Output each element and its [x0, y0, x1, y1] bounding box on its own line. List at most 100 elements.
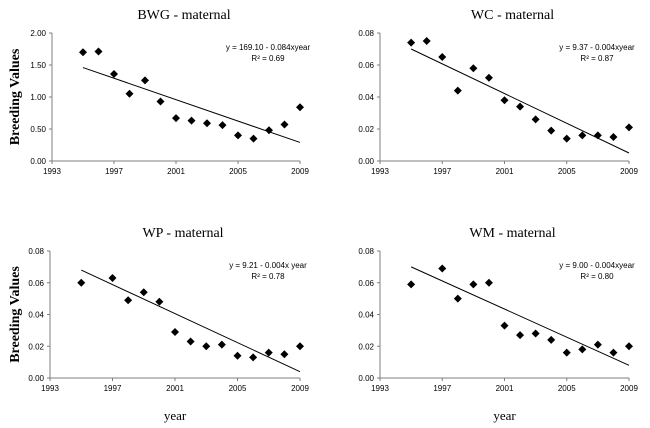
data-point — [94, 47, 103, 56]
x-axis-label: year — [164, 408, 187, 423]
data-point — [609, 348, 618, 357]
data-point — [500, 321, 509, 330]
data-point — [531, 329, 540, 338]
data-point — [296, 342, 304, 351]
data-point — [187, 116, 196, 125]
data-point — [516, 102, 525, 111]
y-tick-label: 0.06 — [28, 279, 44, 288]
r-squared-label: R² = 0.87 — [580, 54, 614, 63]
data-point — [125, 89, 134, 98]
regression-equation: y = 169.10 - 0.084xyear — [226, 43, 311, 52]
x-tick-label: 2005 — [229, 167, 247, 176]
y-tick-label: 2.00 — [30, 29, 46, 38]
data-point — [280, 350, 289, 359]
x-tick-label: 2001 — [496, 167, 514, 176]
data-point — [171, 327, 179, 336]
y-tick-label: 0.00 — [30, 157, 46, 166]
data-point — [202, 342, 211, 351]
r-squared-label: R² = 0.80 — [580, 272, 614, 281]
data-point — [155, 297, 164, 306]
x-axis-label: year — [493, 408, 516, 423]
y-tick-label: 0.50 — [30, 125, 46, 134]
data-point — [139, 288, 148, 297]
data-point — [233, 351, 242, 360]
x-tick-label: 1997 — [433, 167, 451, 176]
data-point — [249, 134, 258, 143]
regression-equation: y = 9.21 - 0.004x year — [229, 261, 307, 270]
x-tick-label: 2009 — [291, 167, 309, 176]
r-squared-label: R² = 0.69 — [251, 54, 285, 63]
data-point — [547, 126, 556, 135]
data-point — [609, 133, 618, 141]
r-squared-label: R² = 0.78 — [251, 272, 285, 281]
data-point — [156, 97, 165, 106]
y-tick-label: 0.06 — [358, 279, 374, 288]
x-tick-label: 2009 — [620, 167, 638, 176]
y-axis-label: Breeding Values — [8, 266, 23, 363]
data-point — [77, 278, 86, 287]
data-point — [562, 348, 571, 357]
data-point — [249, 353, 258, 362]
y-tick-label: 0.02 — [358, 342, 374, 351]
data-point — [422, 37, 431, 45]
chart-title: WP - maternal — [142, 226, 223, 241]
chart-panel: WM - maternal 0.00 0.02 0.04 0.06 0.08 1993 199… — [358, 226, 638, 423]
regression-equation: y = 9.00 - 0.004xyear — [559, 261, 635, 270]
x-tick-label: 1993 — [371, 384, 389, 393]
data-point — [172, 114, 180, 123]
data-point — [407, 38, 416, 47]
data-point — [562, 134, 571, 143]
data-point — [280, 120, 289, 129]
y-tick-label: 1.50 — [30, 61, 46, 70]
data-point — [264, 348, 273, 357]
data-point — [438, 53, 447, 61]
chart-panel: BWG - maternal 0.00 0.50 1.00 1.50 2.00 1993 19… — [8, 8, 310, 176]
trendline — [82, 67, 301, 143]
data-point — [217, 340, 226, 349]
data-point — [79, 48, 87, 57]
data-point — [265, 126, 273, 135]
chart-title: BWG - maternal — [137, 8, 230, 23]
trendline — [410, 266, 630, 366]
x-tick-label: 1993 — [371, 167, 389, 176]
data-point — [453, 294, 462, 303]
x-tick-label: 1997 — [433, 384, 451, 393]
data-point — [516, 331, 525, 340]
data-point — [625, 123, 633, 132]
y-axis-label: Breeding Values — [8, 48, 23, 145]
x-tick-label: 1997 — [104, 384, 122, 393]
x-tick-label: 2005 — [229, 384, 247, 393]
data-point — [110, 69, 118, 78]
trendline — [410, 48, 630, 154]
data-point — [407, 280, 416, 289]
x-tick-label: 2001 — [167, 167, 185, 176]
chart-title: WC - maternal — [471, 8, 554, 23]
data-point — [578, 345, 587, 354]
y-tick-label: 0.02 — [358, 125, 374, 134]
y-tick-label: 0.04 — [358, 93, 374, 102]
data-point — [593, 340, 602, 349]
data-point — [547, 335, 556, 344]
chart-title: WM - maternal — [469, 226, 555, 241]
y-tick-label: 0.08 — [358, 29, 374, 38]
y-tick-label: 0.06 — [358, 61, 374, 70]
x-tick-label: 2001 — [166, 384, 184, 393]
trendline — [81, 269, 301, 373]
y-tick-label: 0.04 — [358, 311, 374, 320]
data-point — [453, 86, 462, 95]
data-point — [469, 280, 478, 289]
data-point — [578, 131, 587, 140]
data-point — [203, 119, 211, 128]
data-point — [484, 278, 493, 287]
x-tick-label: 1993 — [41, 384, 59, 393]
data-point — [108, 273, 117, 282]
x-tick-label: 2005 — [558, 167, 576, 176]
y-tick-label: 0.08 — [28, 247, 44, 256]
y-tick-label: 0.02 — [28, 342, 44, 351]
data-point — [186, 337, 195, 346]
data-point — [124, 296, 133, 305]
data-point — [500, 96, 509, 105]
x-tick-label: 1993 — [43, 167, 61, 176]
x-tick-label: 1997 — [105, 167, 123, 176]
